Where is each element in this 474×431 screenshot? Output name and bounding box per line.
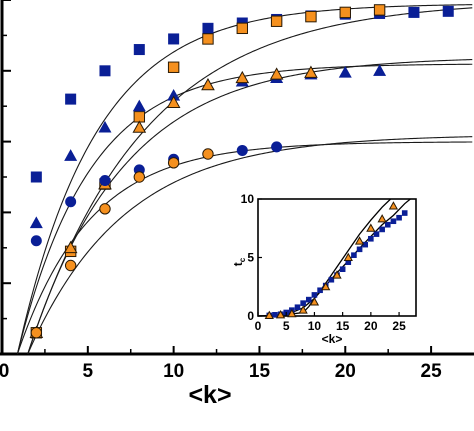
main-point-blue-square <box>99 65 111 77</box>
main-curve-4 <box>27 59 473 355</box>
inset-y-tick-label: 10 <box>241 192 255 206</box>
inset-ticks: 0 5 10 15 20 25 0 5 10 <box>241 192 406 333</box>
main-point-blue-square <box>408 6 420 18</box>
inset-point-blue-square <box>368 235 374 242</box>
inset-point-orange-triangle <box>287 308 297 318</box>
main-point-orange-circle <box>167 157 180 169</box>
main-point-blue-triangle <box>64 149 78 161</box>
inset-y-tick-label: 0 <box>247 309 254 323</box>
main-x-tick-label: 20 <box>335 361 356 382</box>
main-point-orange-triangle <box>63 240 78 254</box>
main-point-blue-triangle <box>29 216 43 229</box>
main-point-blue-triangle <box>373 64 387 76</box>
inset-y-tick-label: 5 <box>247 251 254 265</box>
main-x-tick-label: 0 <box>0 361 9 382</box>
main-point-orange-triangle <box>201 77 215 91</box>
main-point-blue-square <box>202 22 214 34</box>
inset-point-blue-square <box>401 210 408 216</box>
main-data-markers <box>29 4 454 339</box>
main-point-blue-triangle <box>98 120 112 133</box>
inset-y-label-main: t <box>231 262 245 266</box>
main-point-blue-circle <box>236 144 248 156</box>
inset-point-orange-triangle <box>275 310 286 319</box>
inset-x-tick-label: 25 <box>392 319 406 333</box>
main-ticks: 0 5 10 15 20 25 <box>0 0 442 382</box>
main-x-tick-label: 5 <box>83 361 94 382</box>
main-point-orange-square <box>167 61 180 73</box>
main-point-orange-square <box>339 6 351 19</box>
inset-x-tick-label: 0 <box>255 319 262 333</box>
inset-point-orange-triangle <box>309 297 320 306</box>
main-point-blue-triangle <box>132 99 146 112</box>
main-point-blue-circle <box>65 196 77 208</box>
main-x-axis-label: <k> <box>188 381 231 409</box>
inset-x-tick-label: 20 <box>364 319 378 333</box>
inset-point-orange-triangle <box>366 223 376 232</box>
inset-plot: 0 5 10 15 20 25 0 5 10 <k> tc <box>231 192 417 346</box>
inset-point-blue-square <box>339 266 346 273</box>
main-point-orange-circle <box>30 327 43 339</box>
main-point-blue-triangle <box>338 65 352 78</box>
inset-x-axis-label: <k> <box>322 332 343 346</box>
inset-data-markers <box>264 201 408 319</box>
main-curve-6 <box>27 136 473 355</box>
inset-point-blue-square <box>305 296 312 303</box>
inset-point-orange-triangle <box>388 201 399 210</box>
main-point-orange-triangle <box>132 120 147 133</box>
inset-point-orange-triangle <box>321 281 331 291</box>
main-point-orange-square <box>270 15 283 27</box>
main-plot: 0 5 10 15 20 25 <k> <box>0 0 474 409</box>
main-point-orange-circle <box>99 203 111 215</box>
main-x-tick-label: 25 <box>421 361 443 382</box>
inset-point-blue-square <box>311 292 318 298</box>
inset-point-orange-triangle <box>377 214 387 223</box>
inset-point-blue-square <box>300 300 306 306</box>
main-point-blue-square <box>30 171 42 183</box>
main-point-orange-circle <box>133 171 146 183</box>
inset-x-tick-label: 10 <box>308 319 322 333</box>
svg-text:tc: tc <box>231 257 247 266</box>
main-point-orange-square <box>202 33 214 45</box>
main-point-orange-triangle <box>235 70 250 84</box>
main-point-blue-circle <box>99 175 111 187</box>
inset-point-blue-square <box>379 226 385 233</box>
main-point-blue-square <box>133 44 145 56</box>
inset-point-blue-square <box>356 246 363 253</box>
inset-point-blue-square <box>390 218 397 225</box>
inset-point-orange-triangle <box>332 270 342 279</box>
inset-point-orange-triangle <box>343 252 353 262</box>
main-point-orange-triangle <box>269 67 284 80</box>
main-point-blue-square <box>168 33 180 45</box>
inset-point-blue-square <box>384 221 391 228</box>
inset-x-tick-label: 5 <box>283 319 290 333</box>
main-x-tick-label: 10 <box>163 361 184 382</box>
main-point-orange-triangle <box>166 95 181 108</box>
inset-point-orange-triangle <box>354 236 365 245</box>
main-point-orange-triangle <box>304 65 318 78</box>
inset-point-blue-square <box>272 312 278 318</box>
main-point-blue-square <box>442 5 454 17</box>
inset-point-blue-square <box>294 304 301 311</box>
inset-x-tick-label: 15 <box>336 319 350 333</box>
main-point-blue-circle <box>271 141 283 153</box>
inset-point-blue-square <box>373 231 380 237</box>
main-point-orange-circle <box>64 259 77 272</box>
main-point-orange-circle <box>202 148 214 160</box>
main-point-orange-square <box>236 22 248 35</box>
main-x-tick-label: 15 <box>249 361 271 382</box>
inset-point-blue-square <box>328 276 335 283</box>
inset-point-blue-square <box>351 252 357 258</box>
inset-point-blue-square <box>396 214 402 221</box>
main-point-blue-circle <box>30 235 42 247</box>
inset-point-orange-triangle <box>298 305 308 314</box>
inset-y-label-sub: c <box>238 257 247 262</box>
inset-point-orange-triangle <box>264 310 274 319</box>
main-point-orange-square <box>305 10 317 23</box>
main-point-orange-square <box>373 4 386 16</box>
inset-y-axis-label: tc <box>231 257 247 266</box>
main-point-blue-square <box>65 93 77 105</box>
